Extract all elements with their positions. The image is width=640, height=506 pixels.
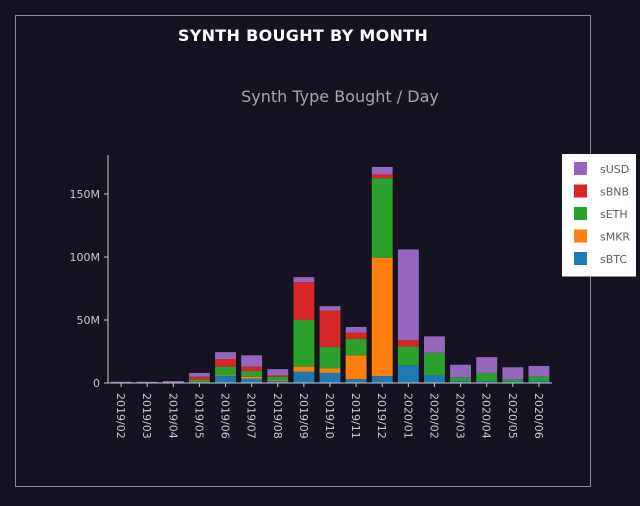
bar-sUSD-2019-05[interactable]	[188, 372, 210, 377]
bar-sETH-2020-03[interactable]	[450, 377, 472, 382]
legend-label-sBTC[interactable]: sBTC	[600, 253, 627, 266]
bar-sETH-2019-10[interactable]	[319, 347, 341, 369]
x-tick-label: 2019/05	[192, 393, 205, 439]
bar-sBNB-2019-11[interactable]	[345, 332, 367, 339]
y-tick-label: 0	[93, 377, 100, 390]
legend-label-sUSD[interactable]: sUSD	[600, 163, 629, 176]
axes-layer: 0 50M 100M 150M 2019/02 2019/03 2019/04 2019/05…	[70, 155, 552, 439]
y-tick-label: 150M	[70, 188, 101, 201]
x-tick-label: 2020/01	[401, 393, 414, 439]
x-tick-label: 2019/02	[114, 393, 127, 439]
bar-sBTC-2020-04[interactable]	[476, 381, 498, 383]
bar-sETH-2019-09[interactable]	[293, 320, 315, 367]
bar-sBTC-2019-11[interactable]	[345, 379, 367, 383]
bars-layer	[110, 166, 550, 383]
x-tick-label: 2019/04	[166, 393, 179, 439]
x-tick-label: 2020/02	[427, 393, 440, 439]
bar-sMKR-2019-10[interactable]	[319, 368, 341, 373]
bar-sUSD-2020-02[interactable]	[424, 336, 445, 353]
bar-sMKR-2019-06[interactable]	[215, 375, 236, 377]
bar-sUSD-2020-06[interactable]	[528, 365, 550, 377]
bar-sUSD-2020-05[interactable]	[502, 367, 524, 380]
bar-sBTC-2020-01[interactable]	[397, 365, 419, 383]
bar-sUSD-2020-03[interactable]	[450, 364, 472, 378]
x-tick-label: 2019/06	[219, 393, 232, 439]
bar-sBTC-2019-12[interactable]	[371, 376, 393, 383]
bar-sETH-2020-01[interactable]	[397, 346, 419, 366]
bar-sBTC-2020-05[interactable]	[502, 381, 524, 383]
legend[interactable]: sUSD sBNB sETH sMKR sBTC	[562, 154, 636, 277]
bar-sUSD-2019-10[interactable]	[319, 306, 341, 311]
bar-sETH-2020-05[interactable]	[502, 379, 524, 382]
bar-sETH-2019-11[interactable]	[345, 338, 367, 356]
bar-sUSD-2019-07[interactable]	[241, 355, 263, 367]
bar-sBNB-2019-09[interactable]	[293, 282, 315, 320]
bar-sUSD-2019-03[interactable]	[136, 381, 158, 383]
x-tick-label: 2019/12	[375, 393, 388, 439]
bar-sBTC-2019-10[interactable]	[319, 372, 341, 383]
bar-sUSD-2019-12[interactable]	[371, 166, 393, 175]
bar-sETH-2019-07[interactable]	[241, 371, 263, 377]
bar-sETH-2019-05[interactable]	[188, 379, 210, 382]
bar-sUSD-2019-04[interactable]	[162, 381, 184, 383]
bar-sBTC-2020-06[interactable]	[528, 381, 550, 383]
y-tick-label: 100M	[70, 251, 101, 264]
legend-swatch-sETH[interactable]	[574, 207, 587, 220]
x-tick-label: 2020/03	[454, 393, 467, 439]
bar-sMKR-2019-09[interactable]	[293, 366, 315, 372]
bar-sUSD-2019-11[interactable]	[345, 326, 367, 333]
legend-swatch-sBTC[interactable]	[574, 252, 587, 265]
bar-sETH-2020-04[interactable]	[476, 372, 498, 382]
legend-label-sMKR[interactable]: sMKR	[600, 231, 630, 244]
bar-sBNB-2020-01[interactable]	[397, 340, 419, 347]
bar-sUSD-2019-02[interactable]	[110, 381, 132, 383]
bar-sETH-2020-06[interactable]	[528, 376, 550, 382]
bar-sUSD-2019-08[interactable]	[267, 369, 289, 376]
x-tick-label: 2020/05	[506, 393, 519, 439]
x-tick-label: 2020/06	[532, 393, 545, 439]
y-tick-label: 50M	[77, 314, 101, 327]
bar-sUSD-2019-09[interactable]	[293, 277, 315, 283]
x-tick-label: 2019/03	[140, 393, 153, 439]
bar-sMKR-2019-07[interactable]	[241, 376, 263, 379]
bar-sBNB-2019-12[interactable]	[371, 174, 393, 179]
x-tick-label: 2020/04	[480, 393, 493, 439]
legend-label-sBNB[interactable]: sBNB	[600, 186, 629, 199]
bar-sMKR-2019-05[interactable]	[188, 381, 210, 382]
bar-sBTC-2020-02[interactable]	[424, 375, 445, 383]
bar-sMKR-2019-11[interactable]	[345, 355, 367, 380]
chart-title: Synth Type Bought / Day	[241, 87, 439, 106]
legend-swatch-sMKR[interactable]	[574, 229, 587, 243]
bar-sMKR-2019-08[interactable]	[267, 380, 289, 382]
bar-sBNB-2019-07[interactable]	[241, 366, 263, 372]
bar-sBNB-2019-08[interactable]	[267, 375, 289, 377]
bar-sUSD-2019-06[interactable]	[215, 352, 236, 360]
bar-sETH-2019-06[interactable]	[215, 366, 236, 376]
bar-sBNB-2019-06[interactable]	[215, 359, 236, 367]
x-tick-label: 2019/11	[349, 393, 362, 439]
page-title: SYNTH BOUGHT BY MONTH	[177, 26, 429, 45]
bar-sETH-2019-12[interactable]	[371, 178, 393, 258]
bar-sUSD-2020-01[interactable]	[397, 249, 419, 341]
bar-sMKR-2019-12[interactable]	[371, 257, 393, 377]
x-tick-label: 2019/09	[297, 393, 310, 439]
bar-sBTC-2019-06[interactable]	[215, 376, 236, 383]
legend-swatch-sBNB[interactable]	[574, 184, 587, 198]
bar-sETH-2019-08[interactable]	[267, 376, 289, 381]
bar-sBTC-2020-03[interactable]	[450, 381, 472, 383]
legend-label-sETH[interactable]: sETH	[600, 208, 628, 221]
bar-sBTC-2019-05[interactable]	[188, 381, 210, 383]
bar-sBTC-2019-08[interactable]	[267, 381, 289, 383]
bar-sBTC-2019-07[interactable]	[241, 378, 263, 383]
bar-sETH-2020-02[interactable]	[424, 352, 445, 376]
x-tick-label: 2019/10	[323, 393, 336, 439]
x-tick-label: 2019/07	[245, 393, 258, 439]
x-tick-label: 2019/08	[271, 393, 284, 439]
bar-sBNB-2019-05[interactable]	[188, 376, 210, 380]
bar-sBNB-2019-10[interactable]	[319, 310, 341, 348]
bar-sBTC-2019-09[interactable]	[293, 371, 315, 383]
legend-swatch-sUSD[interactable]	[574, 162, 587, 175]
bar-sUSD-2020-04[interactable]	[476, 357, 498, 373]
